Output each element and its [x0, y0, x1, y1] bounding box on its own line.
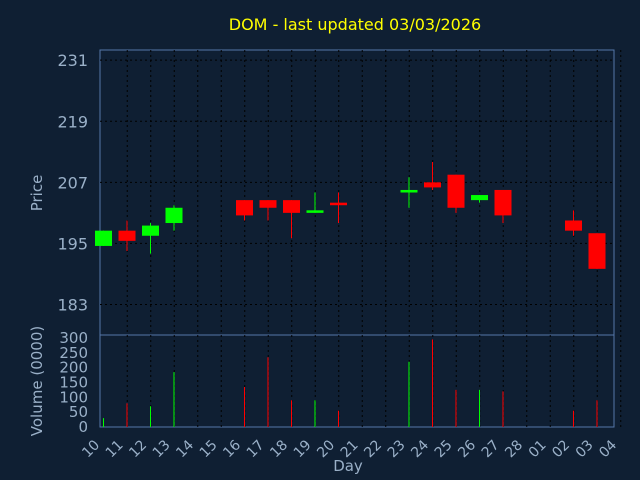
day-tick-label: 04: [596, 437, 620, 461]
price-axis-title: Price: [28, 175, 46, 212]
volume-tick-label: 300: [59, 329, 88, 347]
candle-body: [471, 195, 488, 201]
candle-body: [95, 230, 112, 246]
grid-lines: [100, 50, 622, 427]
volume-tick-label: 50: [69, 403, 88, 421]
candle-body: [588, 233, 606, 269]
day-tick-label: 16: [220, 437, 244, 461]
candle-body: [447, 174, 465, 208]
day-tick-label: 26: [455, 437, 479, 461]
day-tick-label: 03: [573, 437, 597, 461]
day-tick-label: 24: [408, 437, 432, 461]
candle-body: [565, 220, 582, 231]
day-tick-label: 19: [291, 437, 315, 461]
volume-tick-label: 150: [59, 374, 88, 392]
candle-body: [283, 200, 300, 213]
day-tick-label: 27: [479, 437, 503, 461]
day-tick-label: 23: [385, 437, 409, 461]
price-tick-label: 195: [57, 234, 88, 253]
day-tick-label: 11: [103, 437, 127, 461]
candle-body: [400, 189, 418, 193]
day-tick-label: 13: [150, 437, 174, 461]
day-tick-label: 15: [197, 437, 221, 461]
candle-body: [118, 230, 136, 241]
volume-axis-title: Volume (0000): [28, 326, 46, 436]
day-tick-label: 12: [126, 437, 150, 461]
price-candles: [95, 161, 606, 269]
volume-bars: [103, 339, 598, 427]
x-axis-title: Day: [333, 457, 363, 475]
candle-body: [494, 189, 512, 216]
price-tick-label: 183: [57, 295, 88, 314]
day-tick-label: 17: [244, 437, 268, 461]
chart-title: DOM - last updated 03/03/2026: [229, 15, 481, 34]
candle-body: [236, 200, 253, 216]
volume-tick-label: 250: [59, 344, 88, 362]
day-tick-label: 18: [267, 437, 291, 461]
candle-body: [259, 200, 277, 208]
candle-body: [165, 207, 183, 224]
volume-tick-label: 200: [59, 359, 88, 377]
candle-body: [330, 202, 347, 206]
price-tick-label: 231: [57, 51, 88, 70]
candle-body: [306, 210, 324, 213]
price-tick-label: 219: [57, 112, 88, 131]
candle-body: [142, 225, 159, 236]
day-tick-label: 14: [173, 437, 197, 461]
day-tick-label: 02: [549, 437, 573, 461]
volume-panel-frame: [99, 334, 615, 428]
day-tick-label: 01: [526, 437, 550, 461]
day-tick-label: 25: [432, 437, 456, 461]
volume-tick-label: 0: [78, 418, 88, 436]
candle-body: [424, 182, 441, 188]
day-tick-label: 10: [79, 437, 103, 461]
volume-tick-label: 100: [59, 388, 88, 406]
price-panel-frame: [99, 49, 615, 336]
day-tick-label: 28: [502, 437, 526, 461]
price-tick-label: 207: [57, 173, 88, 192]
day-tick-label: 22: [361, 437, 385, 461]
